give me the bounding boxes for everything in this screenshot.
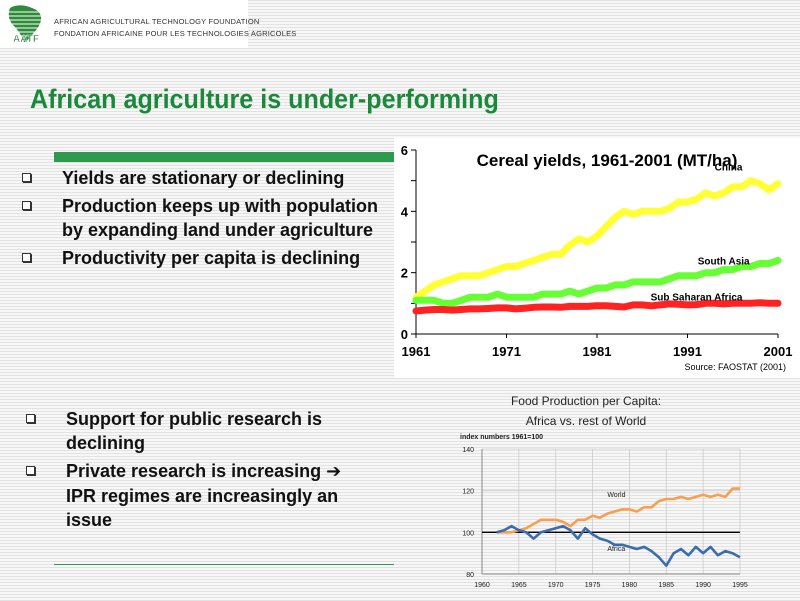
chart-title: Food Production per Capita: xyxy=(511,394,661,408)
y-tick-label: 140 xyxy=(462,447,474,454)
bullet-list-top: Yields are stationary or declining Produ… xyxy=(22,166,382,274)
x-tick-label: 1961 xyxy=(402,344,431,359)
x-tick-label: 1971 xyxy=(492,344,521,359)
series-label: South Asia xyxy=(698,256,750,267)
series-line-sub-saharan-africa xyxy=(412,299,782,315)
y-tick-label: 4 xyxy=(401,204,409,219)
cereal-yields-chart: 0 2 4 6 1961 1971 1981 1991 2001 China South Asia S… xyxy=(394,138,800,378)
y-axis-label: index numbers 1961=100 xyxy=(460,434,543,441)
title-divider xyxy=(54,152,394,162)
bullet-text-continued: IPR regimes are increasingly an issue xyxy=(66,486,339,530)
x-tick-label: 1965 xyxy=(511,582,527,589)
bullet-item: Support for public research is declining xyxy=(26,407,376,455)
checkbox-bullet-icon xyxy=(26,466,35,475)
y-tick-label: 6 xyxy=(401,143,408,158)
bullet-item: Yields are stationary or declining xyxy=(22,166,382,190)
bottom-divider xyxy=(54,564,394,565)
bullet-list-bottom: Support for public research is declining… xyxy=(26,407,376,536)
bullet-text: Production keeps up with population by e… xyxy=(62,196,378,240)
series-line-world xyxy=(496,487,740,534)
bullet-item: Production keeps up with population by e… xyxy=(22,194,382,242)
chart-source: Source: FAOSTAT (2001) xyxy=(684,362,786,372)
x-tick-label: 1970 xyxy=(548,582,564,589)
series-line-south-asia xyxy=(412,256,782,307)
food-production-chart: Food Production per Capita: Africa vs. re… xyxy=(398,386,758,596)
series-line-africa xyxy=(496,524,741,567)
bullet-text: Private research is increasing xyxy=(66,461,322,481)
checkbox-bullet-icon xyxy=(22,173,31,182)
x-tick-label: 1980 xyxy=(622,582,638,589)
series-label: Africa xyxy=(607,546,625,553)
right-arrow-icon: ➔ xyxy=(326,461,342,482)
y-tick-label: 120 xyxy=(462,489,474,496)
bullet-item: Private research is increasing ➔ IPR reg… xyxy=(26,459,376,532)
y-tick-label: 2 xyxy=(401,266,408,281)
svg-text:AATF: AATF xyxy=(13,34,39,44)
checkbox-bullet-icon xyxy=(22,253,31,262)
x-tick-label: 2001 xyxy=(764,344,793,359)
bullet-text: Yields are stationary or declining xyxy=(62,168,345,188)
x-tick-label: 1981 xyxy=(583,344,612,359)
series-label: World xyxy=(607,492,625,499)
checkbox-bullet-icon xyxy=(26,414,35,423)
series-line-china xyxy=(412,177,782,301)
bullet-item: Productivity per capita is declining xyxy=(22,246,382,270)
chart-subtitle: Africa vs. rest of World xyxy=(526,414,646,428)
logo-name-english: AFRICAN AGRICULTURAL TECHNOLOGY FOUNDATI… xyxy=(54,17,260,26)
cereal-yields-chart-svg: 0 2 4 6 1961 1971 1981 1991 2001 China South Asia S… xyxy=(401,143,793,372)
y-tick-label: 0 xyxy=(401,327,408,342)
x-tick-label: 1995 xyxy=(732,582,748,589)
x-tick-label: 1990 xyxy=(695,582,711,589)
series-label: China xyxy=(715,163,743,174)
x-tick-label: 1960 xyxy=(474,582,490,589)
x-tick-label: 1975 xyxy=(585,582,601,589)
africa-map-logo-icon: AATF xyxy=(8,5,42,44)
bullet-text: Support for public research is declining xyxy=(66,409,323,453)
chart-title: Cereal yields, 1961-2001 (MT/ha) xyxy=(477,151,738,170)
series-label: Sub Saharan Africa xyxy=(651,292,743,303)
y-tick-label: 80 xyxy=(466,572,474,579)
food-production-chart-svg: Food Production per Capita: Africa vs. re… xyxy=(460,394,748,589)
checkbox-bullet-icon xyxy=(22,201,31,210)
bullet-text: Productivity per capita is declining xyxy=(62,248,361,268)
x-tick-label: 1985 xyxy=(658,582,674,589)
y-tick-label: 100 xyxy=(462,530,474,537)
slide-title: African agriculture is under-performing xyxy=(30,84,499,114)
logo: AATF AFRICAN AGRICULTURAL TECHNOLOGY FOU… xyxy=(0,0,296,48)
logo-name-french: FONDATION AFRICAINE POUR LES TECHNOLOGIE… xyxy=(54,29,297,38)
x-tick-label: 1991 xyxy=(673,344,702,359)
